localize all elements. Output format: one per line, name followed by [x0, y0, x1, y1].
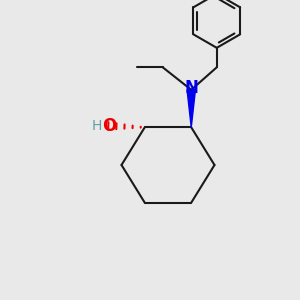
Text: O: O — [103, 117, 117, 135]
Text: N: N — [184, 79, 198, 97]
Text: H: H — [92, 119, 102, 133]
Polygon shape — [187, 90, 196, 127]
